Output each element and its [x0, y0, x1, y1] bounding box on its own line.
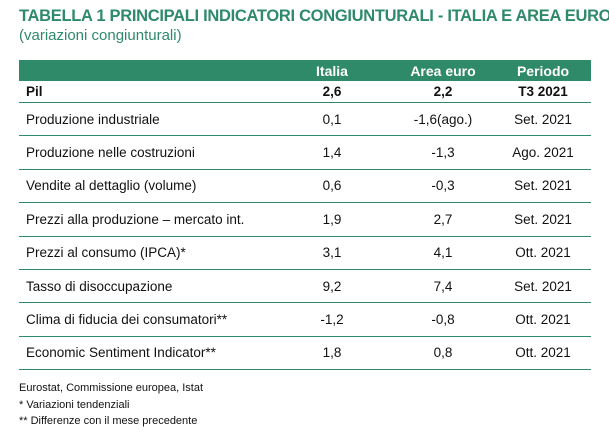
- value-italia: 0,1: [273, 102, 391, 137]
- table-row: Clima di fiducia dei consumatori** -1,2 …: [19, 302, 591, 337]
- table-notes: Eurostat, Commissione europea, Istat * V…: [19, 380, 203, 430]
- footnote-1: * Variazioni tendenziali: [19, 398, 130, 411]
- row-label: Vendite al dettaglio (volume): [19, 169, 273, 204]
- value-periodo: Ott. 2021: [495, 302, 591, 337]
- value-periodo: Set. 2021: [495, 269, 591, 304]
- value-area-euro: -0,3: [391, 169, 495, 204]
- value-italia: 1,9: [273, 202, 391, 237]
- value-periodo: Ago. 2021: [495, 135, 591, 170]
- value-periodo: Set. 2021: [495, 169, 591, 204]
- value-area-euro: 4,1: [391, 236, 495, 270]
- value-periodo: Ott. 2021: [495, 336, 591, 371]
- header-row: Italia Area euro Periodo: [19, 60, 591, 81]
- table-row: Produzione industriale 0,1 -1,6(ago.) Se…: [19, 102, 591, 137]
- header-label: [19, 60, 273, 81]
- table-row: Prezzi alla produzione – mercato int. 1,…: [19, 202, 591, 237]
- value-italia: -1,2: [273, 302, 391, 337]
- value-italia: 1,8: [273, 336, 391, 371]
- row-label: Produzione industriale: [19, 102, 273, 137]
- value-italia: 9,2: [273, 269, 391, 304]
- table-row: Tasso di disoccupazione 9,2 7,4 Set. 202…: [19, 269, 591, 304]
- value-area-euro: -1,3: [391, 135, 495, 170]
- value-italia: 3,1: [273, 236, 391, 270]
- value-area-euro: 7,4: [391, 269, 495, 304]
- row-label: Prezzi alla produzione – mercato int.: [19, 202, 273, 237]
- row-label: Economic Sentiment Indicator**: [19, 336, 273, 371]
- value-italia: 2,6: [273, 81, 391, 103]
- value-area-euro: -1,6(ago.): [391, 102, 495, 137]
- value-periodo: T3 2021: [495, 81, 591, 103]
- value-italia: 0,6: [273, 169, 391, 204]
- value-periodo: Ott. 2021: [495, 236, 591, 270]
- row-label: Prezzi al consumo (IPCA)*: [19, 236, 273, 270]
- header-area-euro: Area euro: [391, 60, 495, 81]
- header-italia: Italia: [273, 60, 391, 81]
- table-row: Produzione nelle costruzioni 1,4 -1,3 Ag…: [19, 135, 591, 170]
- row-label: Pil: [19, 81, 273, 103]
- value-area-euro: 0,8: [391, 336, 495, 371]
- value-area-euro: -0,8: [391, 302, 495, 337]
- indicators-table: Italia Area euro Periodo Pil 2,6 2,2 T3 …: [19, 60, 591, 371]
- value-italia: 1,4: [273, 135, 391, 170]
- value-periodo: Set. 2021: [495, 202, 591, 237]
- row-label: Clima di fiducia dei consumatori**: [19, 302, 273, 337]
- value-area-euro: 2,2: [391, 81, 495, 103]
- table-row: Prezzi al consumo (IPCA)* 3,1 4,1 Ott. 2…: [19, 236, 591, 270]
- table-row: Economic Sentiment Indicator** 1,8 0,8 O…: [19, 336, 591, 371]
- value-periodo: Set. 2021: [495, 102, 591, 137]
- value-area-euro: 2,7: [391, 202, 495, 237]
- header-periodo: Periodo: [495, 60, 591, 81]
- table-row: Vendite al dettaglio (volume) 0,6 -0,3 S…: [19, 169, 591, 204]
- row-label: Produzione nelle costruzioni: [19, 135, 273, 170]
- table-title: TABELLA 1 PRINCIPALI INDICATORI CONGIUNT…: [19, 7, 609, 25]
- table-subtitle: (variazioni congiunturali): [19, 27, 182, 44]
- row-label: Tasso di disoccupazione: [19, 269, 273, 304]
- source-note: Eurostat, Commissione europea, Istat: [19, 382, 204, 394]
- footnote-2: ** Differenze con il mese precedente: [19, 415, 198, 427]
- table-row: Pil 2,6 2,2 T3 2021: [19, 81, 591, 103]
